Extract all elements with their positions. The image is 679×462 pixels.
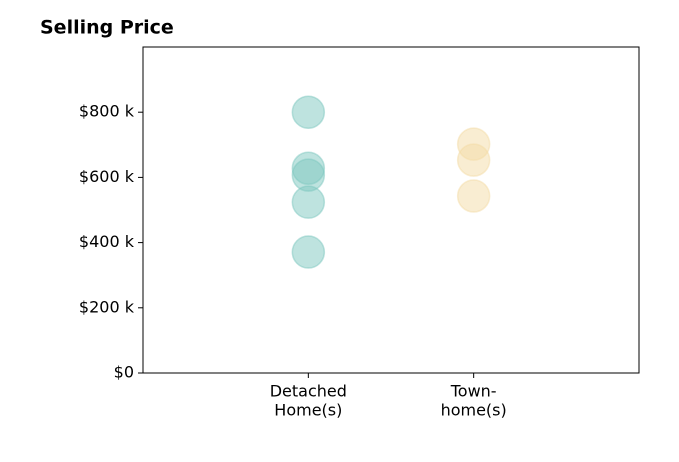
x-tick-label: home(s) [441,401,507,420]
y-tick-label: $0 [114,363,134,382]
x-tick-label: Town- [450,382,497,401]
x-tick-label: Home(s) [274,401,342,420]
y-tick-label: $600 k [79,167,135,186]
point [291,235,326,269]
y-tick-label: $800 k [79,102,135,121]
point [291,185,326,219]
y-tick-label: $400 k [79,232,135,251]
chart-title: Selling Price [40,17,174,39]
point [456,179,491,213]
y-tick-label: $200 k [79,297,135,316]
point [456,143,491,177]
plot-frame [142,46,640,374]
x-tick-label: Detached [270,382,347,401]
point [291,95,326,129]
